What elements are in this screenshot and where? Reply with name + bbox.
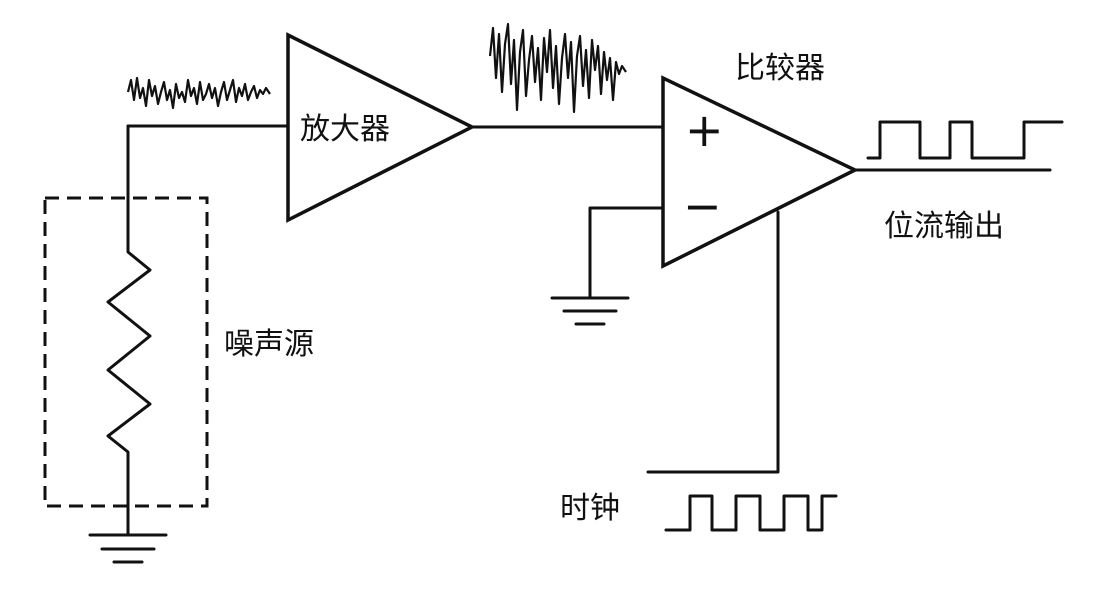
comparator-minus-sign: − — [683, 179, 722, 233]
ground-symbol-left — [88, 533, 168, 564]
noise-source-label: 噪声源 — [224, 327, 314, 362]
noise-waveform-amplified — [488, 22, 627, 114]
amplifier-label: 放大器 — [300, 112, 390, 147]
noise-source-box — [43, 196, 209, 508]
comparator-plus-sign: + — [685, 103, 724, 157]
bitstream-output-label: 位流输出 — [884, 209, 1004, 244]
ground-symbol-right — [550, 296, 630, 326]
wire-clock-to-comparator — [646, 210, 780, 474]
output-square-wave — [866, 120, 1064, 160]
noise-waveform-small — [126, 76, 271, 110]
amplifier-triangle — [286, 32, 476, 223]
clock-label: 时钟 — [560, 491, 620, 526]
wire-minus-to-ground — [588, 206, 665, 300]
clock-square-wave — [664, 494, 838, 532]
comparator-label: 比较器 — [735, 51, 825, 86]
comparator-triangle — [661, 75, 859, 269]
resistor — [106, 124, 152, 537]
